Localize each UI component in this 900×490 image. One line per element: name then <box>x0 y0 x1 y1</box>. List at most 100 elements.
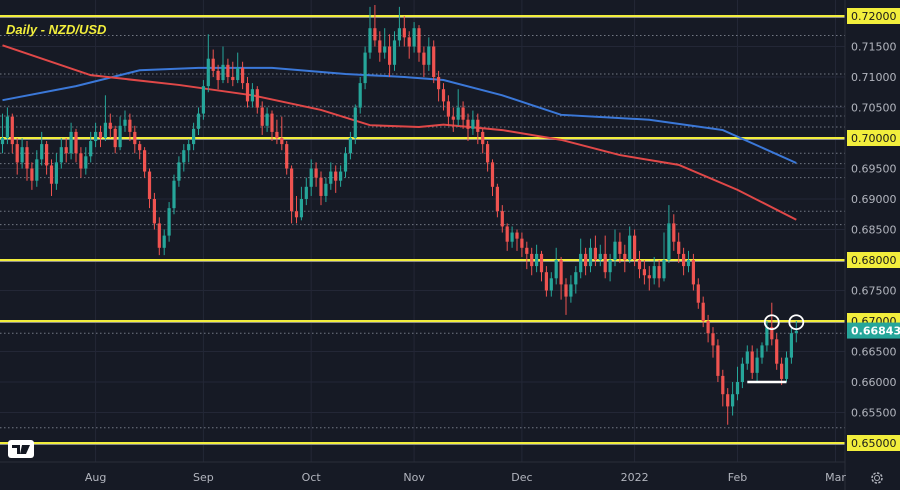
candle <box>255 86 259 114</box>
candle <box>45 141 49 175</box>
candle <box>290 165 294 224</box>
candle <box>133 125 137 154</box>
candle-body <box>544 272 548 291</box>
candle <box>579 238 583 279</box>
candle-body <box>740 363 744 382</box>
candle <box>54 153 58 190</box>
candle-body <box>574 272 578 285</box>
candle <box>628 226 632 264</box>
candle <box>505 223 509 251</box>
candle-body <box>275 131 279 138</box>
candle <box>520 232 524 257</box>
candle <box>103 95 107 142</box>
candle-body <box>59 147 63 163</box>
time-tick-label: Mar <box>825 471 846 484</box>
candle <box>598 244 602 267</box>
candle <box>451 107 455 132</box>
candle-body <box>304 186 308 199</box>
candle-body <box>505 226 509 242</box>
settings-gear-icon[interactable] <box>871 472 883 484</box>
candle-body <box>789 333 793 358</box>
candle-body <box>388 46 392 65</box>
candle-body <box>299 199 303 218</box>
candle-body <box>226 64 230 77</box>
gear-teeth <box>871 472 883 484</box>
candle-body <box>260 107 264 126</box>
candle <box>294 195 299 224</box>
candle <box>554 247 558 285</box>
price-tick-label: 0.72000 <box>851 10 897 23</box>
candle <box>270 110 274 142</box>
candle-body <box>319 177 323 196</box>
candle-body <box>113 128 117 148</box>
candle-body <box>177 162 181 181</box>
candle <box>682 247 686 276</box>
candle <box>608 253 612 282</box>
candle-body <box>157 223 161 248</box>
candle <box>696 278 700 309</box>
candle-body <box>108 122 112 129</box>
time-tick-label: Dec <box>511 471 532 484</box>
highlight-circle <box>763 314 780 331</box>
candle-body <box>211 58 215 71</box>
candle <box>647 266 651 291</box>
highlight-circle <box>788 314 805 331</box>
candle <box>15 138 19 175</box>
candle-body <box>530 253 534 267</box>
candle <box>402 16 406 47</box>
candle-body <box>152 199 156 224</box>
candle <box>206 34 210 93</box>
candle-body <box>481 131 485 145</box>
candle <box>701 296 705 328</box>
candle <box>250 83 254 108</box>
price-tick-label: 0.66000 <box>851 376 897 389</box>
candle <box>721 369 725 407</box>
candle <box>329 162 333 190</box>
candle <box>358 77 362 114</box>
candle-body <box>750 351 754 373</box>
candle-body <box>608 260 612 273</box>
candle-body <box>652 266 656 279</box>
current-price-label: 0.66843 <box>851 325 900 338</box>
candle <box>535 244 539 273</box>
candle <box>530 247 534 276</box>
candle-body <box>280 138 284 145</box>
candle-body <box>642 269 646 276</box>
candle <box>706 314 710 343</box>
candle-body <box>143 150 147 172</box>
candle <box>49 159 54 196</box>
candle <box>642 260 646 285</box>
candle-body <box>25 147 29 169</box>
candle-body <box>206 58 210 87</box>
candle-body <box>0 138 5 145</box>
candle-body <box>623 253 627 260</box>
candle-body <box>74 131 78 154</box>
candle <box>481 128 485 154</box>
candle <box>731 382 735 416</box>
candle <box>192 122 196 151</box>
candle <box>74 128 78 163</box>
candle-body <box>735 382 740 395</box>
candle-body <box>84 156 88 169</box>
candle-body <box>593 247 597 260</box>
candle <box>775 333 779 370</box>
candle <box>167 202 171 242</box>
candle-body <box>5 116 9 138</box>
candle <box>471 110 475 135</box>
candle <box>510 226 514 248</box>
candle <box>397 6 401 47</box>
price-level-label-bg <box>847 252 900 268</box>
candle <box>20 138 24 169</box>
candle <box>407 31 411 59</box>
candle-body <box>682 253 686 267</box>
time-tick-label: Sep <box>193 471 214 484</box>
price-level-label-bg <box>847 130 900 146</box>
candle <box>299 186 303 221</box>
candle <box>187 139 191 163</box>
candle-body <box>290 168 294 212</box>
candle <box>353 104 357 145</box>
candle-body <box>182 150 186 163</box>
candle-body <box>270 113 274 132</box>
candle <box>143 147 147 178</box>
